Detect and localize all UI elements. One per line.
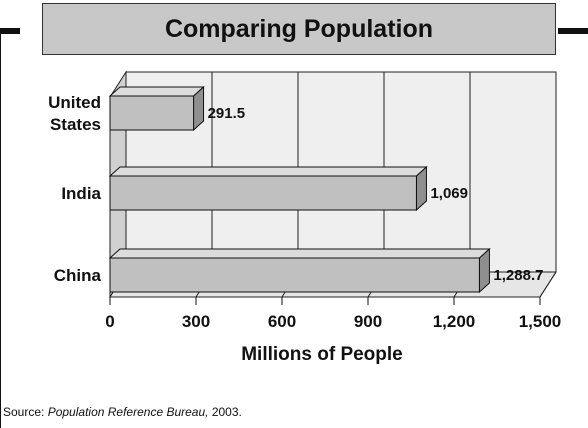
x-tick-label: 1,200 [433, 312, 476, 331]
x-axis-title: Millions of People [241, 344, 403, 365]
bar-top-0 [108, 86, 205, 97]
frame-border-left [0, 28, 1, 428]
source-work: Population Reference Bureau, [47, 405, 209, 419]
x-tick-label: 0 [105, 312, 114, 331]
bar-top-1 [108, 166, 428, 177]
frame-line-right [558, 28, 588, 34]
frame-line-left [0, 28, 20, 34]
category-label-0-0: United [48, 93, 101, 112]
x-tick-label: 600 [268, 312, 296, 331]
category-labels: United States India China [48, 93, 101, 285]
category-label-0-1: States [50, 115, 101, 134]
value-label-1: 1,069 [430, 185, 468, 202]
category-label-2-0: China [54, 266, 102, 285]
x-axis: 0 300 600 900 1,200 1,500 Millions of People [105, 297, 561, 365]
source-year: 2003. [208, 405, 242, 419]
bar-top-2 [108, 248, 491, 259]
bar-chart: 291.5 1,069 1,288.7 0 300 600 900 1,200 1,500 Mi… [48, 70, 561, 365]
bars: 291.5 1,069 1,288.7 [108, 85, 543, 294]
bar-1 [109, 175, 417, 211]
category-label-1-0: India [61, 184, 101, 203]
value-label-2: 1,288.7 [493, 267, 543, 284]
source-note: Source: Population Reference Bureau, 200… [3, 405, 242, 419]
x-tick-label: 300 [182, 312, 210, 331]
chart-title: Comparing Population [164, 14, 434, 43]
bar-0 [109, 95, 195, 131]
x-tick-label: 900 [354, 312, 382, 331]
value-label-0: 291.5 [208, 105, 246, 122]
floor-gridline [539, 271, 557, 298]
bar-2 [109, 257, 480, 293]
title-banner: Comparing Population [42, 3, 556, 55]
source-prefix: Source: [3, 405, 48, 419]
x-tick-label: 1,500 [519, 312, 562, 331]
